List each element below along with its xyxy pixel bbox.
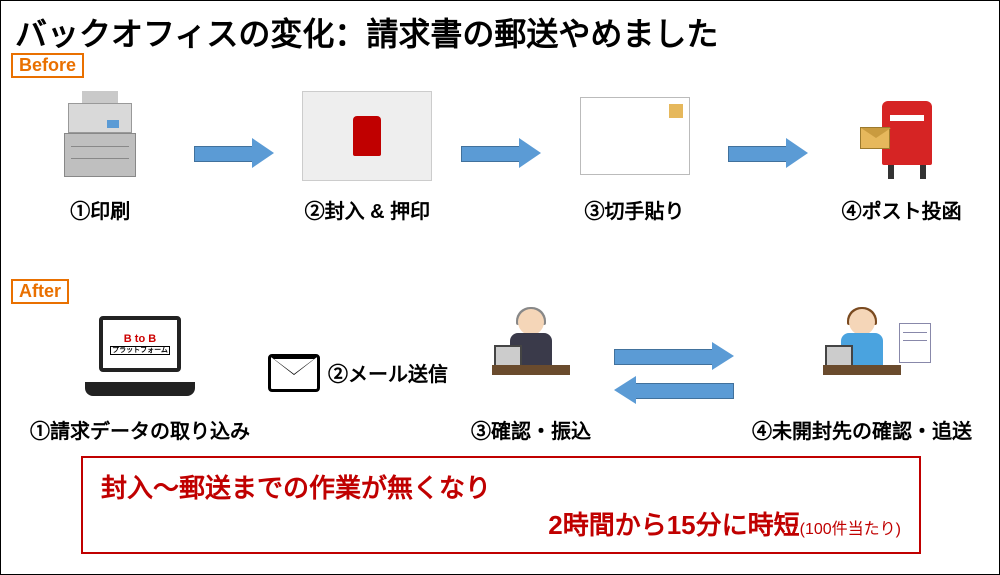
arrow-icon: [461, 140, 541, 166]
result-line2: 2時間から15分に時短(100件当たり): [101, 505, 901, 542]
before-row: ①印刷 ②封入 & 押印 ③切手貼り ④ポスト投函: [1, 81, 1000, 224]
arrow-icon: [614, 378, 734, 402]
before-step-4: ④ポスト投函: [837, 81, 967, 224]
after-step-1: B to Bプラットフォーム ①請求データの取り込み: [30, 301, 250, 444]
after-row: B to Bプラットフォーム ①請求データの取り込み ②メール送信 ③確認・振込…: [1, 301, 1000, 444]
before-step-1: ①印刷: [35, 81, 165, 224]
postbox-icon: [837, 81, 967, 191]
printer-icon: [35, 81, 165, 191]
after-step-3-caption: ③確認・振込: [471, 415, 591, 444]
after-step-2: ②メール送信: [268, 354, 448, 392]
before-step-2-caption: ②封入 & 押印: [305, 195, 431, 224]
result-note: (100件当たり): [800, 521, 901, 538]
after-step-4-caption: ④未開封先の確認・追送: [752, 415, 972, 444]
after-step-4: ④未開封先の確認・追送: [752, 301, 972, 444]
btob-badge-top: B to B: [124, 333, 156, 345]
arrow-icon: [728, 140, 808, 166]
arrow-icon: [614, 344, 734, 368]
after-step-2-caption: ②メール送信: [328, 358, 448, 387]
after-step-1-caption: ①請求データの取り込み: [30, 415, 250, 444]
after-step-3: ③確認・振込: [466, 301, 596, 444]
btob-badge-bottom: プラットフォーム: [110, 346, 170, 356]
before-label: Before: [11, 53, 84, 78]
before-step-1-caption: ①印刷: [70, 195, 130, 224]
before-step-3: ③切手貼り: [570, 81, 700, 224]
before-step-3-caption: ③切手貼り: [585, 195, 685, 224]
result-line2-text: 2時間から15分に時短: [548, 510, 799, 540]
stamp-photo-icon: [302, 81, 432, 191]
before-step-2: ②封入 & 押印: [302, 81, 432, 224]
before-step-4-caption: ④ポスト投函: [842, 195, 962, 224]
person-desk-sheet-icon: [797, 301, 927, 411]
person-desk-icon: [466, 301, 596, 411]
page-title: バックオフィスの変化：請求書の郵送やめました: [1, 1, 999, 55]
stamp-doc-icon: [570, 81, 700, 191]
arrow-icon: [194, 140, 274, 166]
two-way-arrows-icon: [614, 344, 734, 402]
result-box: 封入～郵送までの作業が無くなり 2時間から15分に時短(100件当たり): [81, 456, 921, 554]
laptop-icon: B to Bプラットフォーム: [75, 301, 205, 411]
mail-icon: [268, 354, 320, 392]
result-line1: 封入～郵送までの作業が無くなり: [101, 468, 901, 505]
